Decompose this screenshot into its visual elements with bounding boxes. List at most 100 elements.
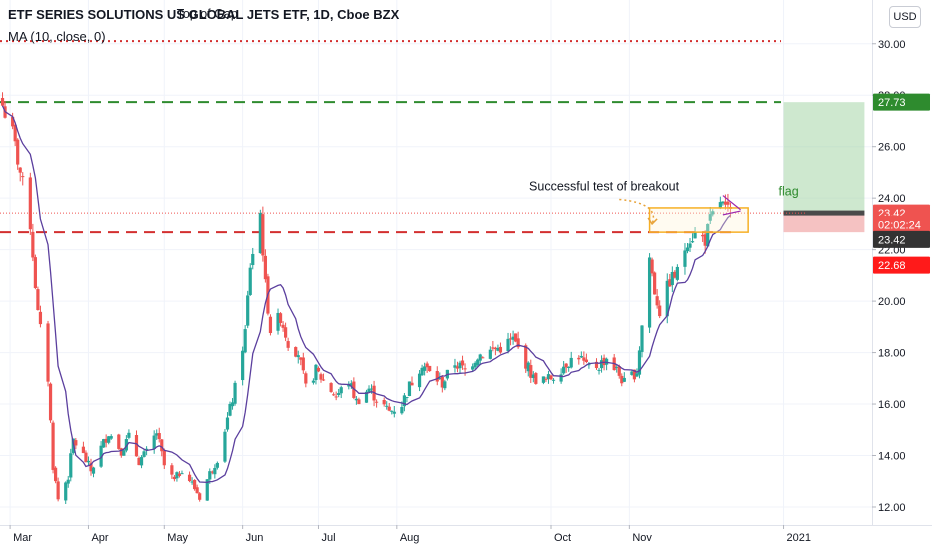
candle-body [546,374,551,380]
candle-body [28,177,32,230]
price-label-text: 23.42 [878,234,906,246]
indicator-legend[interactable]: MA (10, close, 0) [8,29,106,44]
candle-body [357,399,361,405]
candle-body [723,201,728,205]
candle-body [170,465,174,475]
candle-body [670,271,674,286]
candle-body [13,124,17,142]
candle-body [491,347,495,349]
candle-body [64,482,68,501]
candle-body [423,366,427,371]
price-label-text: 22.68 [878,260,906,272]
candle-body [488,349,492,359]
candle-body [258,213,262,254]
time-tick-label: Oct [554,532,571,544]
candle-body [354,398,358,401]
candle-body [124,439,128,451]
candle-body [177,473,182,476]
candle-body [102,439,106,448]
candle-body [701,235,705,237]
candle-body [66,479,70,484]
loss-zone [783,213,865,233]
candle-body [367,388,371,393]
breakout-box [648,207,749,233]
currency-button[interactable]: USD [889,6,921,28]
time-tick-label: 2021 [787,532,811,544]
candle-body [210,471,214,473]
candle-body [162,450,166,466]
candle-body [516,338,520,348]
candle-body [597,369,601,371]
candle-body [349,383,353,387]
candle-body [248,267,252,295]
candle-body [180,473,184,475]
candle-body [599,360,604,369]
candle-body [261,214,265,256]
candle-body [534,373,538,384]
candle-body [410,382,414,386]
chart-title: ETF SERIES SOLUTIONS US GLOBAL JETS ETF,… [8,7,400,22]
candle-body [463,368,467,370]
candle-body [314,364,318,381]
candle-body [564,363,568,368]
candle-body [339,387,343,394]
candle-body [205,479,209,501]
candle-body [582,357,586,361]
candle-body [48,383,53,421]
candle-body [665,280,669,317]
candle-body [567,366,571,369]
trade-zones [783,102,865,233]
time-axis-bg [0,525,932,550]
candle-body [655,296,659,306]
candle-body [375,401,379,403]
candle-body [622,377,626,382]
candle-body [364,391,369,403]
candle-body [392,411,396,414]
candle-body [405,396,409,398]
candle-body [213,467,217,475]
candle-body [316,367,321,372]
candle-body [726,201,730,205]
price-label-text: 27.73 [878,97,906,109]
candle-body [569,357,573,368]
candle-body [228,403,232,416]
candle-body [284,327,288,338]
candle-body [417,373,422,388]
candle-body [193,479,197,490]
candle-body [478,354,482,361]
candle-body [301,357,305,371]
candle-body [685,247,690,252]
price-levels [0,40,807,234]
candle-body [299,357,303,360]
price-label-text: 02:02:24 [878,219,921,231]
candle-body [208,471,212,480]
candle-body [385,405,389,407]
price-label-tag [873,215,930,233]
candle-body [647,257,652,328]
candle-body [51,422,55,470]
candle-body [142,451,146,457]
price-label-tag [873,256,930,274]
candle-body [407,381,412,397]
candle-body [294,347,298,357]
candle-body [74,440,78,446]
price-axis-bg [872,0,932,550]
candle-body [152,435,156,449]
annotation-label: flag [779,185,799,199]
candle-body [508,338,513,340]
candle-body [304,373,308,384]
candle-body [721,201,725,204]
candle-body [311,380,316,383]
candle-body [473,362,477,368]
candle-body [635,373,639,377]
candle-body [511,336,515,340]
candle-body [332,394,336,396]
candle-body [157,433,161,440]
candle-body [455,366,460,369]
candle-body [544,378,548,380]
candle-body [650,259,654,274]
candle-body [276,312,280,331]
